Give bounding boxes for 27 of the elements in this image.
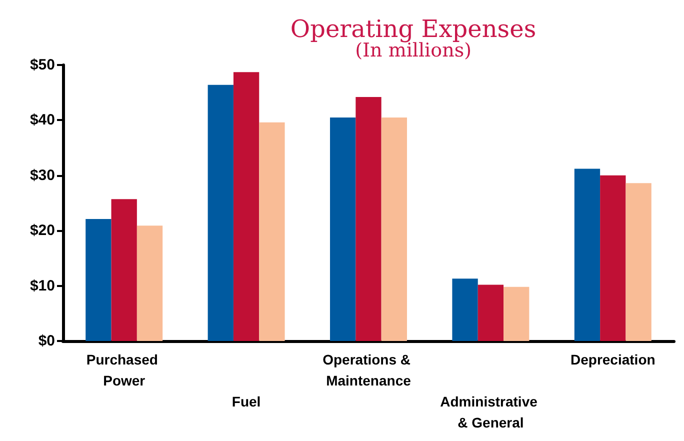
x-tick-label: Fuel xyxy=(232,394,261,410)
x-tick-label: Operations & Maintenance xyxy=(322,352,414,388)
bar xyxy=(381,117,407,341)
bar xyxy=(136,226,163,341)
y-tick-label: $10 xyxy=(30,277,55,294)
y-tick-label: $30 xyxy=(30,166,55,184)
bar xyxy=(452,278,478,341)
bar xyxy=(626,183,652,341)
bar xyxy=(233,72,260,341)
bar xyxy=(86,219,112,341)
y-tick-label: $40 xyxy=(30,112,55,129)
x-tick-label: Purchased Power xyxy=(86,352,162,388)
y-tick-label: $20 xyxy=(30,222,55,240)
y-tick-label: $0 xyxy=(38,332,55,350)
bar xyxy=(356,97,382,341)
y-tick-label: $50 xyxy=(30,56,55,74)
bar xyxy=(478,284,504,341)
x-tick-label: Depreciation xyxy=(570,352,656,368)
bar xyxy=(600,175,626,341)
bar xyxy=(208,84,234,341)
bar xyxy=(111,199,137,341)
chart-title: Operating Expenses xyxy=(290,15,536,43)
bar xyxy=(504,286,530,341)
bar xyxy=(330,117,356,341)
bar xyxy=(259,122,285,341)
bar xyxy=(574,168,600,341)
x-tick-label: Administrative & General xyxy=(440,394,542,430)
